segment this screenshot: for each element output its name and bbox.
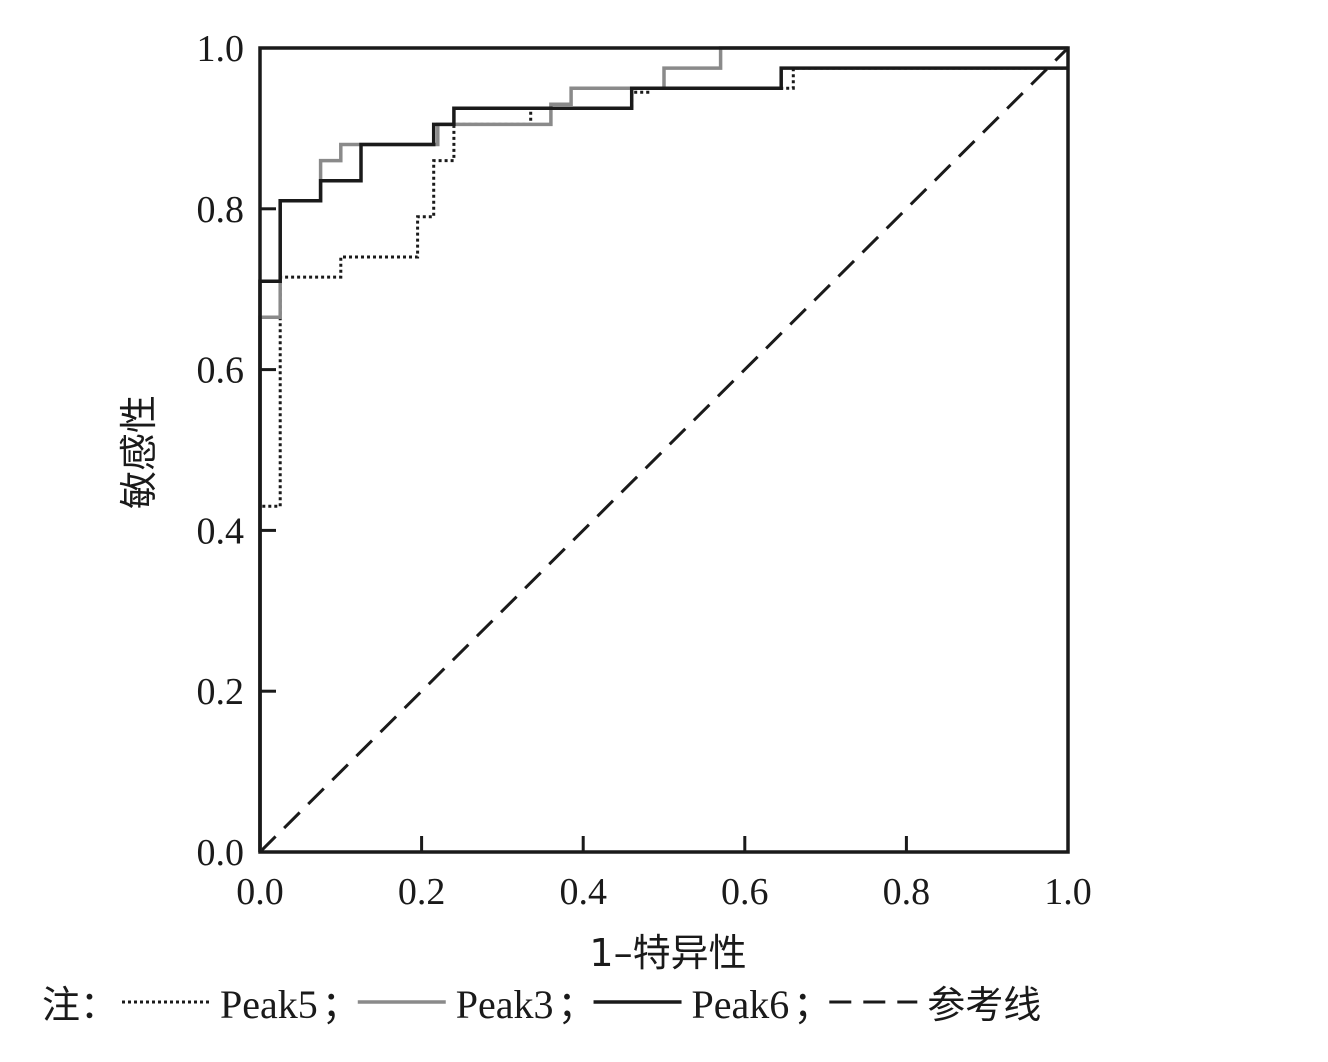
y-tick-label: 0.2 bbox=[197, 671, 245, 713]
plot-frame bbox=[258, 46, 1070, 854]
legend-separator: ； bbox=[793, 983, 831, 1027]
curves bbox=[258, 46, 1070, 854]
y-tick-label: 0.4 bbox=[197, 510, 245, 552]
y-tick-label: 0.0 bbox=[197, 832, 245, 874]
x-tick-label: 0.8 bbox=[883, 871, 931, 913]
x-tick-label: 0.4 bbox=[559, 871, 607, 913]
x-tick-label: 0.0 bbox=[236, 871, 284, 913]
x-tick-label: 1.0 bbox=[1044, 871, 1092, 913]
legend-separator: ； bbox=[322, 983, 360, 1027]
legend-label-reference: 参考线 bbox=[927, 983, 1041, 1027]
y-axis-title: 敏感性 bbox=[117, 395, 161, 509]
series-line-peak6 bbox=[258, 66, 1068, 852]
x-tick-label: 0.6 bbox=[721, 871, 769, 913]
y-axis-ticks: 0.0 0.2 0.4 0.6 0.8 1.0 bbox=[197, 28, 276, 874]
y-tick-label: 0.8 bbox=[197, 189, 245, 231]
x-axis-ticks: 0.0 0.2 0.4 0.6 0.8 1.0 bbox=[236, 836, 1092, 913]
series-line-reference bbox=[258, 46, 1070, 854]
legend-label-peak3: Peak3 bbox=[456, 982, 554, 1027]
y-tick-label: 1.0 bbox=[197, 28, 245, 70]
legend-separator: ； bbox=[558, 983, 596, 1027]
legend-prefix: 注： bbox=[42, 983, 118, 1027]
x-axis-title: 1–特异性 bbox=[589, 931, 746, 975]
y-tick-label: 0.6 bbox=[197, 350, 245, 392]
legend-label-peak6: Peak6 bbox=[692, 982, 790, 1027]
legend-label-peak5: Peak5 bbox=[220, 982, 318, 1027]
plot-area bbox=[258, 46, 1070, 854]
x-tick-label: 0.2 bbox=[398, 871, 446, 913]
legend: 注： Peak5； Peak3； Peak6；参考线 bbox=[42, 982, 1041, 1027]
